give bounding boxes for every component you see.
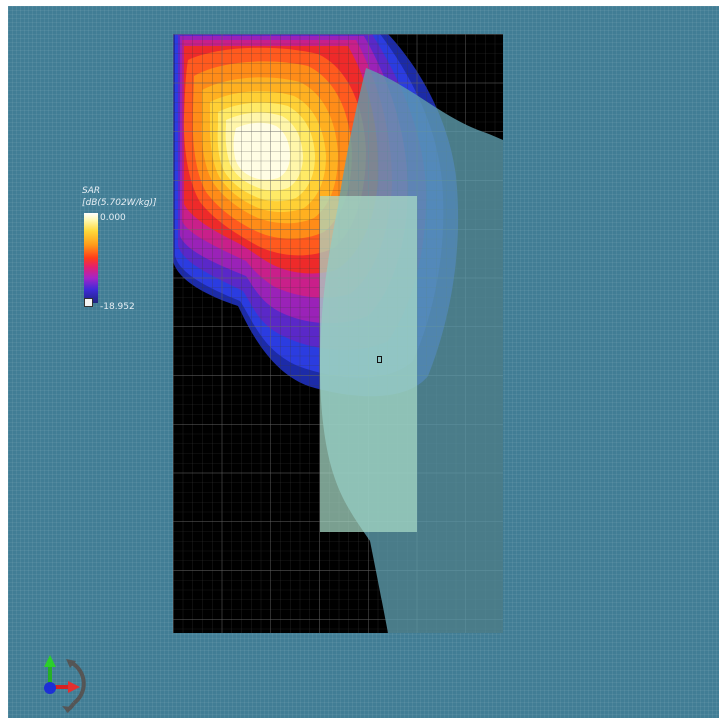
x-axis-head	[68, 681, 80, 693]
legend-title: SAR	[82, 186, 101, 196]
legend-color-bar	[84, 213, 98, 303]
sar-color-legend: SAR [dB(5.702W/kg)] 0.000 -18.952	[80, 186, 180, 326]
scale-swatch-icon[interactable]	[84, 298, 93, 307]
legend-unit: [dB(5.702W/kg)]	[82, 198, 157, 208]
y-axis-head	[44, 655, 56, 667]
device-under-test	[320, 196, 417, 532]
legend-max-value: 0.000	[100, 213, 126, 223]
sar-scene	[173, 34, 503, 633]
xyz-axis-triad-icon[interactable]	[36, 651, 96, 713]
3d-viewport[interactable]: SAR [dB(5.702W/kg)] 0.000 -18.952	[8, 6, 719, 718]
z-axis-dot	[44, 682, 56, 694]
legend-min-value: -18.952	[100, 302, 135, 312]
probe-marker	[377, 356, 382, 363]
rotate-arc-icon[interactable]	[62, 659, 86, 713]
